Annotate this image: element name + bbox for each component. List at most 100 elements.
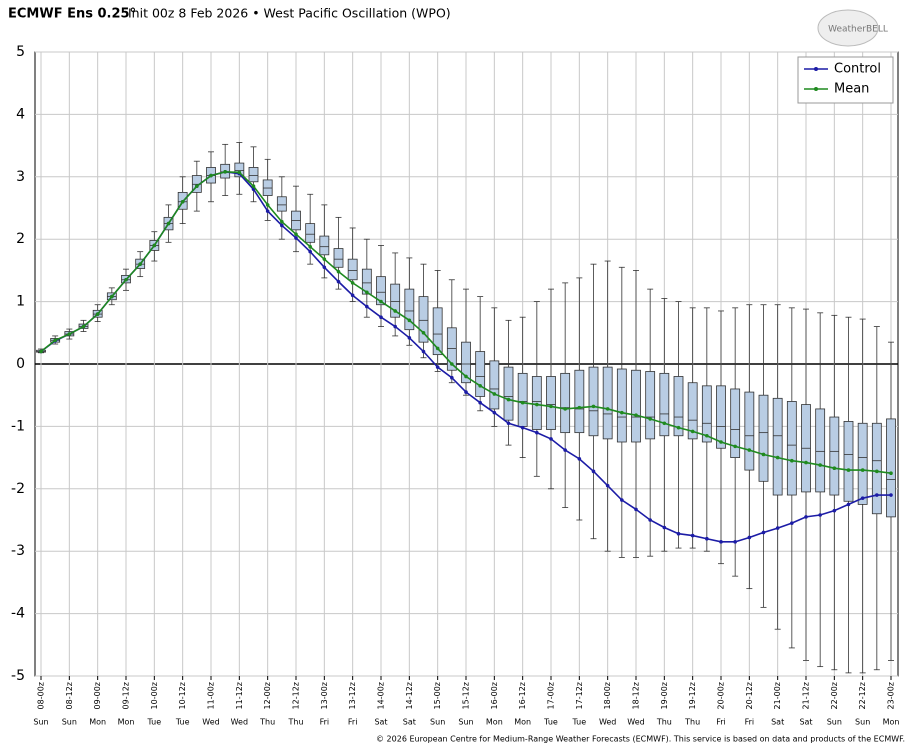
box xyxy=(758,394,769,482)
series-point xyxy=(577,457,582,461)
series-point xyxy=(761,530,766,535)
box xyxy=(588,366,599,437)
series-point xyxy=(733,540,737,544)
box xyxy=(829,416,840,496)
box xyxy=(446,327,457,371)
series-point xyxy=(563,407,567,411)
box xyxy=(843,421,854,502)
series-point xyxy=(719,440,723,444)
series-point xyxy=(875,469,879,474)
box xyxy=(517,372,528,427)
series-point xyxy=(478,384,482,388)
series-point xyxy=(308,244,312,249)
weekday-label: Mon xyxy=(514,718,531,727)
series-point xyxy=(563,448,567,452)
series-point xyxy=(421,349,426,354)
series-point xyxy=(690,429,695,434)
weekday-label: Sat xyxy=(403,718,416,727)
series-point xyxy=(39,349,43,354)
series-point xyxy=(464,374,468,379)
series-point xyxy=(818,463,822,467)
box xyxy=(574,369,585,434)
series-point xyxy=(506,397,511,402)
y-tick-label: 1 xyxy=(16,294,25,310)
x-tick-label: 13-12z xyxy=(348,682,357,709)
weekday-label: Thu xyxy=(656,718,672,727)
chart-title: Init 00z 8 Feb 2026 • West Pacific Oscil… xyxy=(128,6,451,21)
series-point xyxy=(662,421,667,426)
box xyxy=(489,360,500,410)
box xyxy=(631,369,641,443)
y-tick-label: 3 xyxy=(16,169,25,185)
box xyxy=(716,385,726,449)
x-tick-label: 13-00z xyxy=(320,682,329,709)
legend-marker xyxy=(814,67,818,71)
series-point xyxy=(336,269,341,274)
x-tick-label: 09-00z xyxy=(93,682,102,709)
weekday-label: Thu xyxy=(287,718,303,727)
series-point xyxy=(435,365,440,369)
weekday-label: Tue xyxy=(146,718,161,727)
series-point xyxy=(705,536,709,541)
weekday-label: Mon xyxy=(486,718,503,727)
series-point xyxy=(365,304,369,309)
x-tick-label: 22-12z xyxy=(858,682,867,709)
box xyxy=(432,307,443,356)
series-point xyxy=(336,279,341,284)
x-tick-label: 10-12z xyxy=(178,682,187,709)
series-point xyxy=(549,437,553,441)
x-tick-label: 16-00z xyxy=(490,682,499,709)
series-point xyxy=(747,535,752,540)
x-tick-label: 16-12z xyxy=(518,682,527,709)
weekday-label: Sun xyxy=(458,718,473,727)
series-point xyxy=(520,425,525,430)
box xyxy=(503,366,514,421)
weekday-label: Sun xyxy=(33,718,48,727)
y-tick-label: -3 xyxy=(11,543,25,559)
series-point xyxy=(53,338,57,343)
y-tick-label: -2 xyxy=(11,481,25,497)
box xyxy=(347,258,358,281)
series-point xyxy=(237,170,242,175)
box xyxy=(786,401,797,496)
x-tick-label: 09-12z xyxy=(122,682,131,709)
series-point xyxy=(492,392,497,396)
series-point xyxy=(294,232,298,237)
logo-badge xyxy=(817,9,879,47)
x-tick-label: 22-00z xyxy=(830,682,839,709)
x-tick-label: 20-00z xyxy=(717,682,726,709)
weekday-label: Fri xyxy=(320,718,330,727)
series-point xyxy=(478,400,482,405)
box xyxy=(857,422,868,505)
series-point xyxy=(790,521,794,525)
x-tick-label: 19-00z xyxy=(660,682,669,709)
x-tick-label: 18-12z xyxy=(632,682,641,709)
box xyxy=(645,371,656,440)
legend-label: Mean xyxy=(834,82,869,97)
box xyxy=(319,235,330,256)
series-point xyxy=(846,502,851,507)
series-point xyxy=(506,421,511,426)
series-point xyxy=(818,513,822,517)
series-point xyxy=(365,290,369,295)
weekday-label: Sat xyxy=(374,718,387,727)
series-point xyxy=(195,184,199,188)
weekday-label: Sun xyxy=(827,718,842,727)
box xyxy=(248,167,259,183)
y-tick-label: 2 xyxy=(16,231,25,247)
series-point xyxy=(705,433,709,438)
series-point xyxy=(634,413,638,417)
weekday-label: Sun xyxy=(855,718,870,727)
box xyxy=(475,351,486,397)
series-point xyxy=(464,390,468,394)
weekday-label: Wed xyxy=(202,718,219,727)
box xyxy=(701,385,712,443)
box xyxy=(390,283,401,318)
x-tick-label: 11-00z xyxy=(207,682,216,709)
series-point xyxy=(180,199,185,204)
x-tick-label: 19-12z xyxy=(688,682,697,709)
x-tick-label: 20-12z xyxy=(745,682,754,709)
series-point xyxy=(379,299,383,304)
weekday-label: Wed xyxy=(599,718,616,727)
